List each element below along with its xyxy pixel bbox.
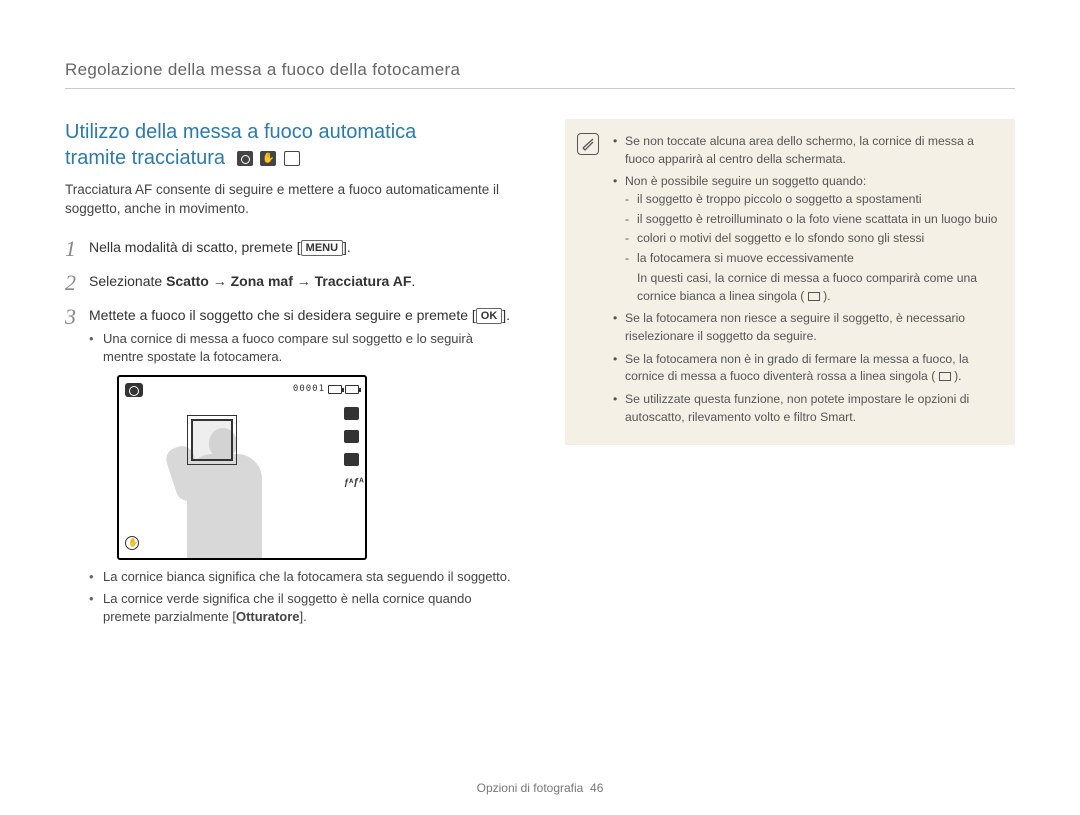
sd-icon bbox=[328, 385, 342, 394]
step-3-bullets-top: Una cornice di messa a fuoco compare sul… bbox=[89, 330, 515, 366]
content-columns: Utilizzo della messa a fuoco automatica … bbox=[65, 119, 1015, 640]
step-1-number: 1 bbox=[65, 237, 89, 261]
white-frame-icon bbox=[808, 292, 820, 301]
title-line-1: Utilizzo della messa a fuoco automatica bbox=[65, 121, 416, 143]
flash-auto-icon: ƒᴬ bbox=[344, 476, 359, 489]
camera-mode-icon bbox=[237, 151, 253, 166]
footer-text: Opzioni di fotografia bbox=[477, 781, 584, 795]
bullet-3-after: ]. bbox=[300, 609, 307, 624]
note-2-head: Non è possibile seguire un soggetto quan… bbox=[625, 174, 866, 188]
battery-icon bbox=[345, 385, 359, 394]
side-icon-1 bbox=[344, 407, 359, 420]
note-box: Se non toccate alcuna area dello schermo… bbox=[565, 119, 1015, 445]
step-2-body: Selezionate Scatto → Zona maf → Tracciat… bbox=[89, 271, 515, 295]
section-title: Utilizzo della messa a fuoco automatica … bbox=[65, 119, 515, 171]
side-icon-3 bbox=[344, 453, 359, 466]
note-list: Se non toccate alcuna area dello schermo… bbox=[613, 133, 999, 426]
note-2b: il soggetto è retroilluminato o la foto … bbox=[625, 211, 999, 229]
bullet-3-bold: Otturatore bbox=[236, 609, 300, 624]
step-1: 1 Nella modalità di scatto, premete [MEN… bbox=[65, 237, 515, 261]
intro-text: Tracciatura AF consente di seguire e met… bbox=[65, 181, 515, 219]
note-2-tail-after: ). bbox=[823, 289, 830, 303]
title-line-2: tramite tracciatura bbox=[65, 147, 225, 169]
side-icon-2 bbox=[344, 430, 359, 443]
screen-side-icons: ƒᴬ bbox=[344, 407, 359, 489]
right-column: Se non toccate alcuna area dello schermo… bbox=[565, 119, 1015, 640]
left-column: Utilizzo della messa a fuoco automatica … bbox=[65, 119, 515, 640]
step-3-text-after: ]. bbox=[502, 307, 510, 323]
step-3-body: Mettete a fuoco il soggetto che si desid… bbox=[89, 305, 515, 630]
note-icon bbox=[577, 133, 599, 155]
stabilizer-icon bbox=[125, 536, 139, 550]
page-header: Regolazione della messa a fuoco della fo… bbox=[65, 60, 1015, 89]
hand-mode-icon bbox=[260, 151, 276, 166]
scene-mode-icon bbox=[284, 151, 300, 166]
ok-label: OK bbox=[476, 308, 503, 324]
note-2c: colori o motivi del soggetto e lo sfondo… bbox=[625, 230, 999, 248]
step-3-number: 3 bbox=[65, 305, 89, 630]
step-3-bullets-bottom: La cornice bianca significa che la fotoc… bbox=[89, 568, 515, 627]
step-3-text-before: Mettete a fuoco il soggetto che si desid… bbox=[89, 307, 476, 323]
step-2: 2 Selezionate Scatto → Zona maf → Tracci… bbox=[65, 271, 515, 295]
page-footer: Opzioni di fotografia 46 bbox=[0, 781, 1080, 795]
step-2-suffix: . bbox=[411, 273, 415, 289]
focus-tracking-box bbox=[191, 419, 233, 461]
note-2: Non è possibile seguire un soggetto quan… bbox=[613, 173, 999, 305]
step-3: 3 Mettete a fuoco il soggetto che si des… bbox=[65, 305, 515, 630]
step-3-bullet-1: Una cornice di messa a fuoco compare sul… bbox=[89, 330, 515, 366]
mode-icons bbox=[237, 145, 302, 171]
note-4-before: Se la fotocamera non è in grado di ferma… bbox=[625, 352, 968, 384]
note-1: Se non toccate alcuna area dello schermo… bbox=[613, 133, 999, 168]
note-2-tail: In questi casi, la cornice di messa a fu… bbox=[625, 270, 999, 305]
step-1-text-after: ]. bbox=[343, 239, 351, 255]
note-2a: il soggetto è troppo piccolo o soggetto … bbox=[625, 191, 999, 209]
note-2-sublist: il soggetto è troppo piccolo o soggetto … bbox=[625, 191, 999, 268]
step-3-bullet-2: La cornice bianca significa che la fotoc… bbox=[89, 568, 515, 586]
step-2-bold: Scatto → Zona maf → Tracciatura AF bbox=[166, 273, 411, 289]
menu-label: MENU bbox=[301, 240, 343, 256]
camera-screen: 00001 ƒᴬ bbox=[117, 375, 367, 560]
screen-counter: 00001 bbox=[293, 383, 325, 397]
red-frame-icon bbox=[939, 372, 951, 381]
screen-status-bar: 00001 bbox=[293, 383, 359, 397]
step-1-body: Nella modalità di scatto, premete [MENU]… bbox=[89, 237, 515, 261]
step-2-prefix: Selezionate bbox=[89, 273, 166, 289]
note-2d: la fotocamera si muove eccessivamente bbox=[625, 250, 999, 268]
note-4-after: ). bbox=[954, 369, 961, 383]
step-1-text-before: Nella modalità di scatto, premete [ bbox=[89, 239, 301, 255]
footer-page: 46 bbox=[590, 781, 603, 795]
step-3-bullet-3: La cornice verde significa che il sogget… bbox=[89, 590, 515, 626]
note-5: Se utilizzate questa funzione, non potet… bbox=[613, 391, 999, 426]
note-3: Se la fotocamera non riesce a seguire il… bbox=[613, 310, 999, 345]
note-4: Se la fotocamera non è in grado di ferma… bbox=[613, 351, 999, 386]
step-2-number: 2 bbox=[65, 271, 89, 295]
screen-mode-icon bbox=[125, 383, 143, 397]
